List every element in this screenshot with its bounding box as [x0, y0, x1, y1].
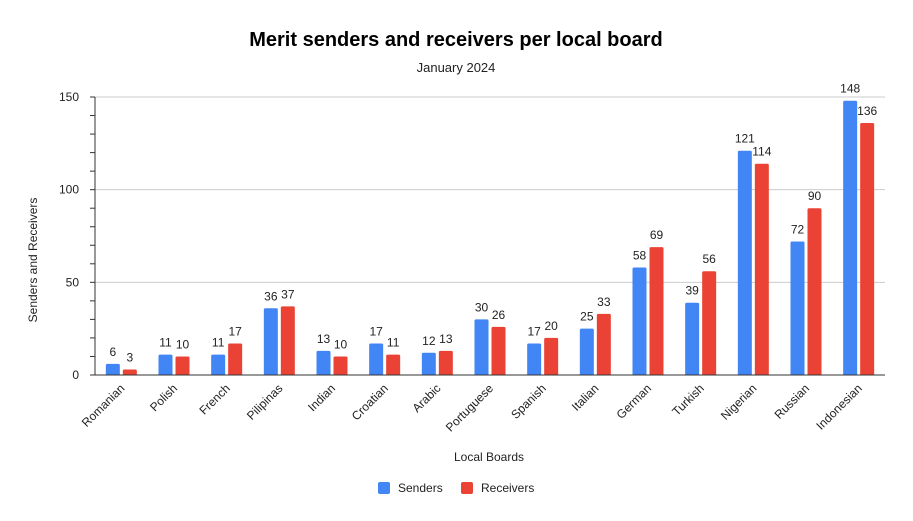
bar-senders	[158, 354, 173, 375]
legend-swatch-receivers	[461, 482, 473, 494]
bar-receivers	[860, 122, 875, 375]
bar-senders	[316, 350, 331, 375]
data-label: 30	[475, 300, 489, 314]
bar-receivers	[175, 356, 190, 375]
data-label: 20	[544, 319, 558, 333]
bar-receivers	[754, 163, 769, 375]
bar-senders	[527, 343, 542, 375]
data-label: 10	[334, 337, 348, 351]
data-label: 136	[857, 104, 877, 118]
bar-receivers	[544, 337, 559, 375]
data-label: 11	[387, 336, 400, 350]
chart-title: Merit senders and receivers per local bo…	[249, 29, 663, 51]
data-label: 37	[281, 287, 295, 301]
data-label: 148	[840, 82, 860, 96]
bar-senders	[632, 267, 647, 375]
data-label: 58	[633, 249, 647, 263]
data-label: 39	[685, 284, 699, 298]
data-label: 25	[580, 310, 594, 324]
data-label: 26	[492, 308, 506, 322]
bar-senders	[685, 302, 700, 375]
bar-senders	[369, 343, 384, 375]
bar-senders	[421, 352, 436, 375]
bar-senders	[263, 308, 278, 375]
bar-senders	[790, 241, 805, 375]
data-label: 11	[212, 336, 225, 350]
y-tick-label: 150	[59, 90, 79, 104]
data-label: 13	[317, 332, 331, 346]
data-label: 33	[597, 295, 611, 309]
data-label: 121	[735, 132, 755, 146]
y-tick-label: 100	[59, 183, 79, 197]
data-label: 90	[808, 189, 822, 203]
bar-senders	[105, 363, 120, 375]
bar-receivers	[491, 326, 506, 375]
y-tick-label: 0	[72, 368, 79, 382]
legend-swatch-senders	[378, 482, 390, 494]
gridlines	[95, 96, 885, 283]
data-label: 12	[422, 334, 436, 348]
data-label: 56	[702, 252, 716, 266]
bar-senders	[737, 150, 752, 375]
bar-receivers	[649, 247, 664, 375]
data-label: 114	[752, 145, 771, 159]
data-label: 17	[369, 324, 383, 338]
data-label: 11	[159, 336, 172, 350]
y-tick-label: 50	[66, 275, 80, 289]
bar-receivers	[702, 271, 717, 375]
x-axis-title: Local Boards	[454, 450, 524, 464]
bar-receivers	[228, 343, 243, 375]
bar-senders	[843, 100, 858, 375]
bar-senders	[579, 328, 594, 375]
bar-receivers	[122, 369, 137, 375]
data-label: 69	[650, 228, 664, 242]
bar-receivers	[333, 356, 348, 375]
data-label: 36	[264, 289, 278, 303]
legend: Senders Receivers	[378, 481, 534, 495]
bars	[105, 100, 875, 375]
bar-senders	[211, 354, 226, 375]
data-label: 13	[439, 332, 453, 346]
data-label: 17	[527, 324, 541, 338]
data-label: 17	[228, 324, 242, 338]
bar-receivers	[386, 354, 401, 375]
chart-subtitle: January 2024	[417, 60, 496, 75]
legend-label-receivers: Receivers	[481, 481, 534, 495]
data-label: 3	[126, 350, 133, 364]
data-label: 10	[176, 337, 190, 351]
legend-label-senders: Senders	[398, 481, 443, 495]
y-axis-title: Senders and Receivers	[26, 198, 40, 323]
bar-senders	[474, 319, 489, 375]
bar-receivers	[280, 306, 295, 375]
data-label: 6	[109, 345, 116, 359]
data-label: 72	[791, 223, 805, 237]
bar-receivers	[438, 350, 453, 375]
bar-receivers	[807, 208, 822, 375]
bar-receivers	[596, 313, 611, 375]
